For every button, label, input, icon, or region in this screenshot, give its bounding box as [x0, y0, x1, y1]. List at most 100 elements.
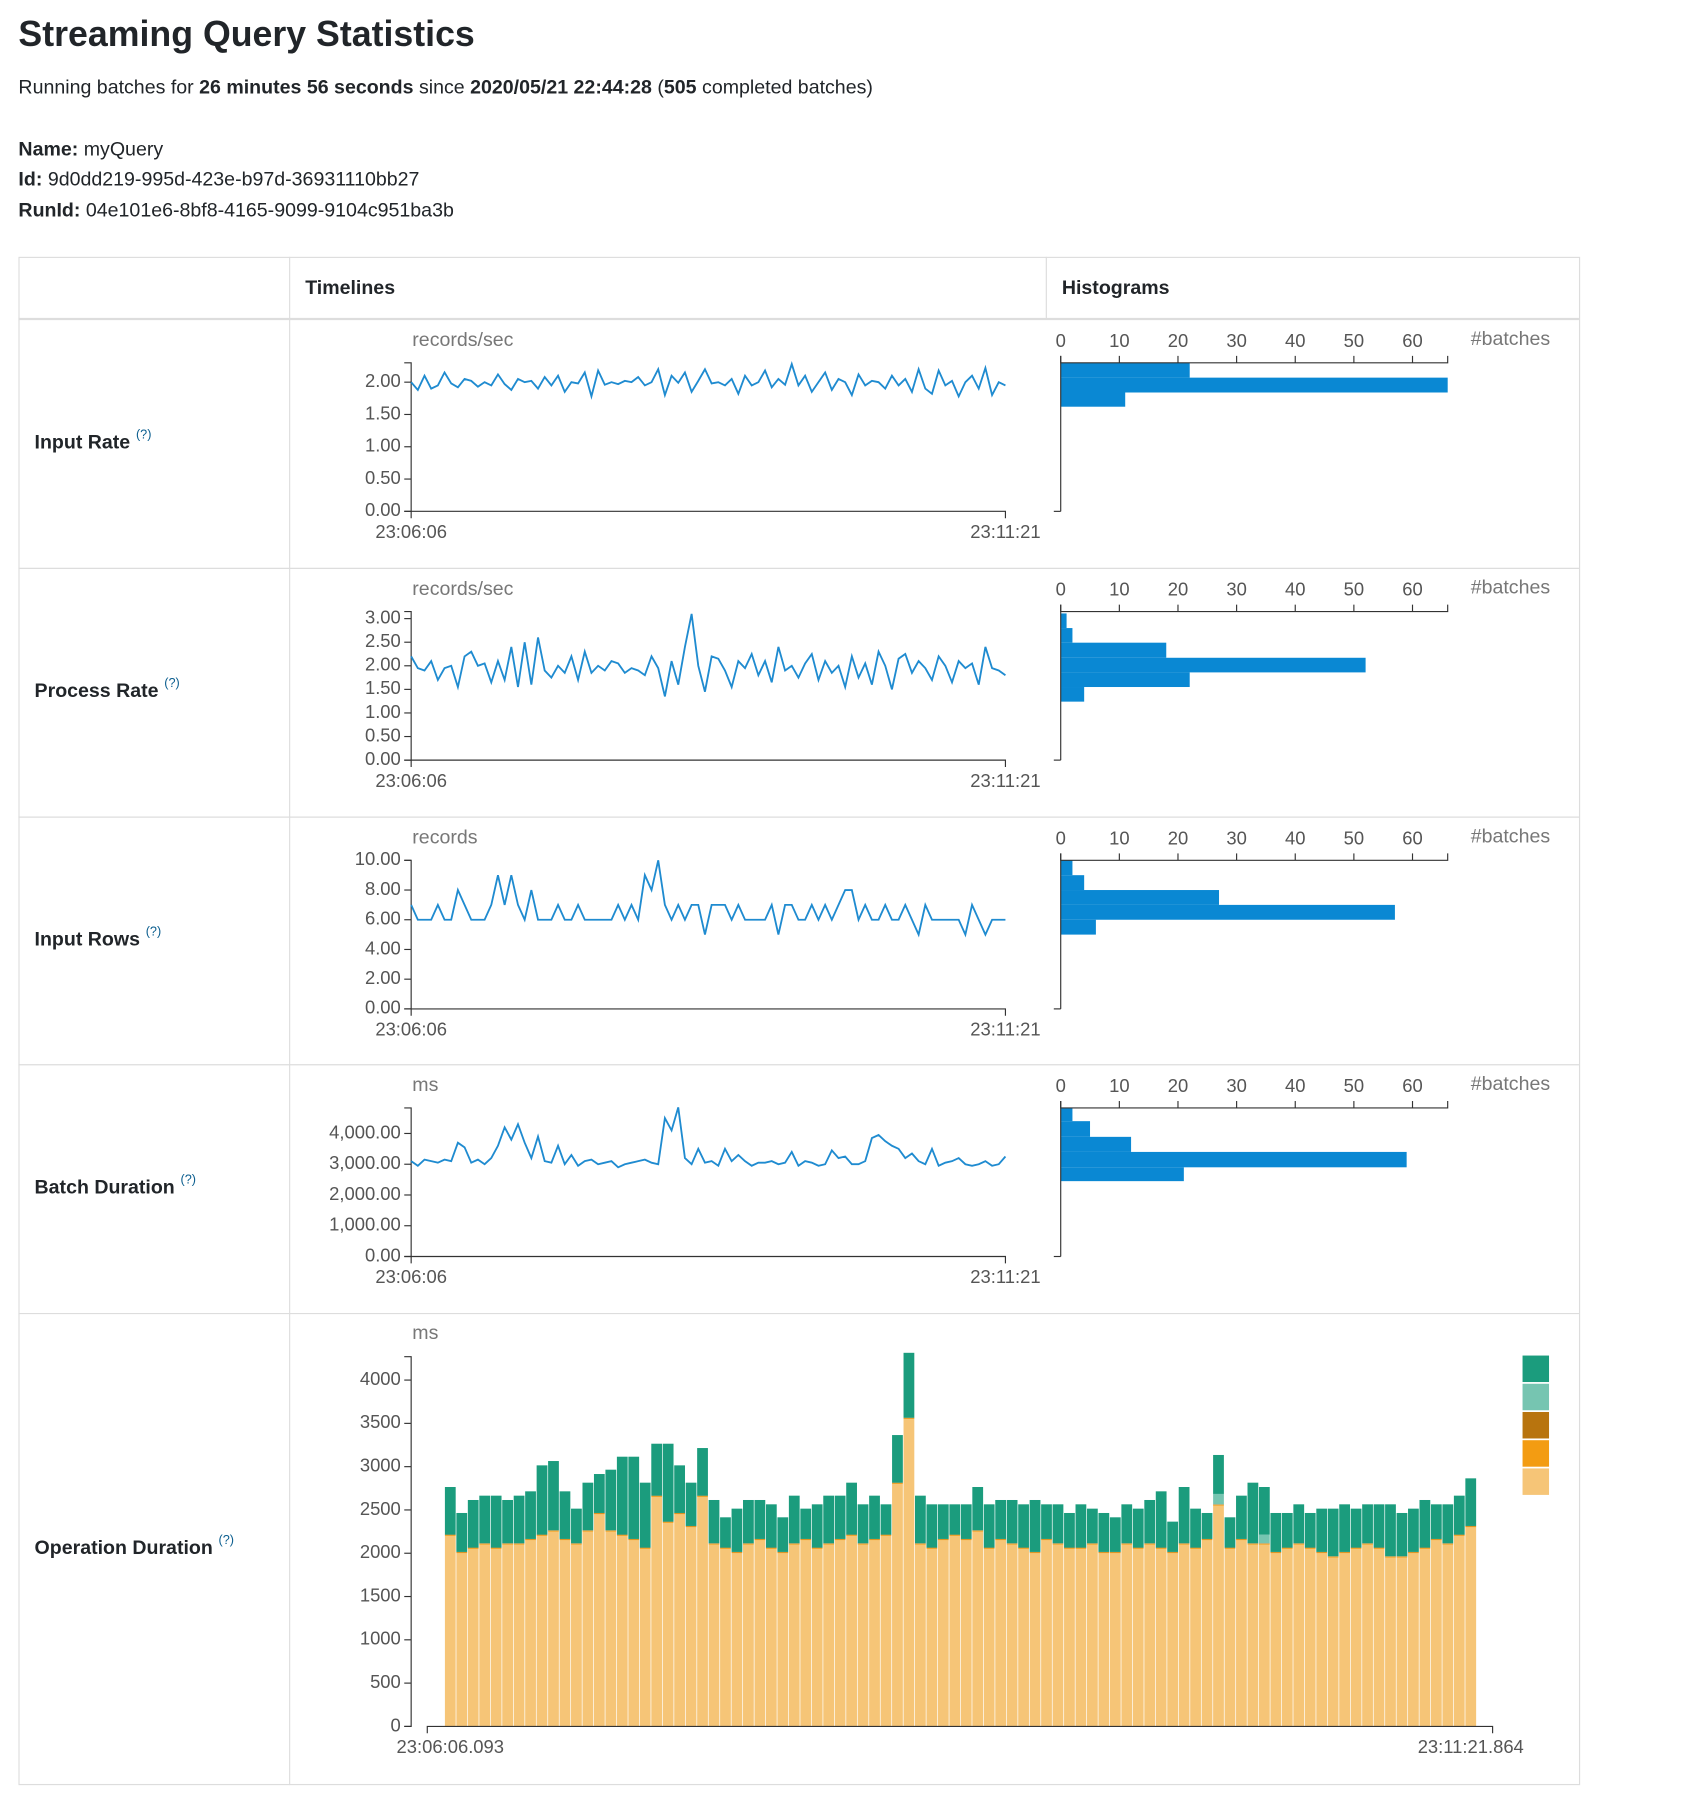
bar-segment [582, 1531, 594, 1727]
x-tick-label: 60 [1402, 579, 1422, 600]
bar-segment [949, 1535, 961, 1536]
bar-segment [593, 1474, 605, 1513]
bar-segment [960, 1540, 972, 1727]
help-icon[interactable]: (?) [219, 1533, 234, 1547]
bar-segment [754, 1539, 766, 1541]
bar-segment [685, 1526, 697, 1528]
bar-segment [1018, 1548, 1029, 1727]
x-tick-label: 30 [1226, 579, 1246, 600]
bar-segment [467, 1548, 479, 1549]
bar-segment [1442, 1504, 1454, 1544]
bar-segment [788, 1544, 800, 1727]
bar-segment [456, 1512, 468, 1552]
help-icon[interactable]: (?) [146, 925, 161, 939]
row-label: Input Rows (?) [35, 925, 162, 951]
bar-segment [1155, 1548, 1167, 1549]
bar-segment [857, 1544, 869, 1727]
histogram-bar [1060, 919, 1096, 935]
bar-segment [834, 1540, 846, 1727]
bar-segment [1190, 1548, 1201, 1727]
bar-segment [1453, 1535, 1465, 1536]
bar-segment [525, 1491, 536, 1539]
bar-segment [467, 1499, 479, 1548]
histogram-bar [1060, 657, 1366, 673]
bar-segment [662, 1522, 674, 1523]
x-axis [410, 1255, 1007, 1264]
x-tick-label: 10 [1109, 1075, 1129, 1096]
bar-segment [1258, 1534, 1270, 1544]
bar-segment [697, 1496, 708, 1497]
bar-segment [720, 1517, 731, 1548]
page-title: Streaming Query Statistics [18, 13, 475, 55]
bar-segment [1339, 1504, 1351, 1552]
bar-segment [1155, 1491, 1167, 1548]
bar-segment [1327, 1556, 1339, 1558]
bar-segment [605, 1530, 617, 1532]
bar-segment [1178, 1487, 1190, 1544]
bar-segment [1281, 1548, 1293, 1549]
bar-segment [1006, 1544, 1018, 1727]
bar-segment [1350, 1548, 1362, 1727]
summary: Running batches for 26 minutes 56 second… [18, 76, 872, 99]
y-tick-label: 0 [391, 1714, 401, 1735]
x-tick-label: 23:06:06 [375, 521, 447, 542]
bar-segment [1396, 1512, 1408, 1557]
bar-segment [651, 1496, 663, 1497]
bar-segment [903, 1418, 915, 1420]
bar-segment [513, 1495, 525, 1544]
bar-segment [1465, 1478, 1477, 1526]
y-tick-label: 1.00 [365, 701, 401, 722]
x-tick-label: 30 [1226, 1075, 1246, 1096]
x-tick-label: 0 [1056, 827, 1066, 848]
y-tick-label: 10.00 [355, 848, 401, 869]
bar-segment [1247, 1543, 1259, 1545]
bar-segment [674, 1514, 685, 1727]
x-tick-label: 50 [1344, 579, 1364, 600]
bar-segment [892, 1435, 903, 1483]
bar-segment [846, 1482, 857, 1535]
y-tick-label: 500 [370, 1671, 401, 1692]
info-label: Id: [18, 168, 43, 191]
bar-segment [1213, 1505, 1224, 1727]
timeline [410, 860, 1006, 938]
bar-segment [1029, 1552, 1041, 1554]
x-tick-label: 0 [1056, 1075, 1066, 1096]
bar-segment [1258, 1487, 1270, 1535]
bar-segment [559, 1491, 571, 1539]
bar-segment [1075, 1548, 1087, 1549]
bar-segment [1075, 1548, 1087, 1727]
bar-segment [1052, 1544, 1064, 1727]
x-axis-unit: #batches [1471, 328, 1551, 350]
bar-segment [685, 1482, 697, 1526]
bar-segment [1442, 1544, 1454, 1727]
bar-segment [639, 1548, 651, 1549]
bar-segment [1041, 1540, 1052, 1727]
x-tick-label: 20 [1168, 330, 1188, 351]
row-label-text: Process Rate [35, 680, 159, 702]
summary-text: since [418, 76, 465, 98]
bar-segment [1109, 1553, 1121, 1727]
y-tick-label: 1,000.00 [329, 1214, 401, 1235]
x-tick-label: 10 [1109, 827, 1129, 848]
bar-segment [1385, 1504, 1396, 1557]
bar-segment [662, 1443, 674, 1522]
x-axis [1060, 853, 1449, 861]
bar-segment [1430, 1504, 1442, 1539]
x-tick-label: 23:06:06.093 [397, 1736, 504, 1757]
x-tick-label: 30 [1226, 330, 1246, 351]
help-icon[interactable]: (?) [181, 1173, 196, 1187]
help-icon[interactable]: (?) [136, 428, 151, 442]
x-tick-label: 23:11:21 [970, 521, 1040, 542]
table-border [18, 256, 1581, 1786]
bar-segment [1190, 1548, 1201, 1549]
bar-segment [743, 1543, 754, 1545]
bar-segment [1213, 1493, 1224, 1505]
bar-segment [536, 1535, 548, 1536]
bar-segment [1419, 1548, 1431, 1549]
bar-segment [788, 1543, 800, 1545]
bar-segment [1258, 1544, 1270, 1727]
bar-segment [1236, 1539, 1247, 1541]
info-value: 9d0dd219-995d-423e-b97d-36931110bb27 [47, 168, 420, 191]
help-icon[interactable]: (?) [164, 676, 179, 690]
